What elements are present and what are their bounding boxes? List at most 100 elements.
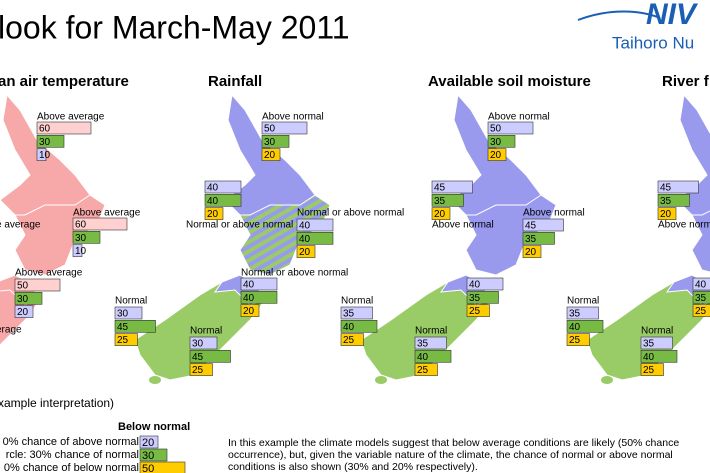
probability-value: 20 <box>525 247 537 258</box>
probability-bar <box>189 336 218 350</box>
probability-value: 40 <box>243 280 255 291</box>
panel: River f Above norma 45 35 20 40 35 25 Normal 35 40… <box>566 73 710 384</box>
probability-bar <box>36 148 47 161</box>
probability-value: 35 <box>695 293 707 304</box>
probability-value: 30 <box>17 294 29 305</box>
probability-value: 35 <box>643 339 655 350</box>
panel-title: an air temperature <box>0 73 129 90</box>
probability-bar <box>466 290 499 304</box>
probability-bar <box>340 306 373 320</box>
example-row-text: 0% chance of below normal <box>4 462 139 473</box>
probability-value: 45 <box>660 183 672 194</box>
region-label: Above normal <box>432 220 494 231</box>
probability-value: 50 <box>490 124 502 135</box>
probability-bar <box>261 135 290 148</box>
panel-title: Rainfall <box>208 73 262 90</box>
probability-bar <box>204 207 224 220</box>
probability-value: 50 <box>264 124 276 135</box>
example-bar <box>139 435 159 449</box>
probability-bar <box>414 349 452 363</box>
probability-value: 25 <box>643 365 655 376</box>
probability-value: 60 <box>75 220 87 231</box>
stewart-island <box>149 376 161 384</box>
probability-bar <box>240 304 260 317</box>
probability-bar <box>240 290 278 304</box>
logo-swoosh <box>577 10 661 21</box>
probability-bar <box>466 277 504 291</box>
probability-bar <box>522 245 542 258</box>
probability-value: 40 <box>207 196 219 207</box>
probability-value: 30 <box>75 233 87 244</box>
probability-value: 10 <box>75 246 87 257</box>
probability-bar <box>36 135 65 148</box>
probability-bar <box>114 306 143 320</box>
panel-title: Available soil moisture <box>428 73 591 90</box>
example-column-title: Below normal <box>118 421 190 433</box>
region-label: Normal <box>190 326 222 337</box>
probability-value: 35 <box>660 196 672 207</box>
probability-bar <box>657 180 699 194</box>
probability-value: 40 <box>469 280 481 291</box>
probability-value: 60 <box>39 124 51 135</box>
probability-value: 20 <box>243 306 255 317</box>
region-label: e average <box>0 220 41 231</box>
region-label: Above normal <box>523 208 585 219</box>
probability-bar <box>36 121 92 135</box>
probability-value: 25 <box>117 335 129 346</box>
probability-bar <box>487 148 507 161</box>
probability-value: 20 <box>660 209 672 220</box>
example-row-text: 0% chance of above normal <box>3 436 139 448</box>
example-note: conditions is also shown (30% and 20% re… <box>228 461 478 473</box>
probability-bar <box>431 207 451 220</box>
probability-bar <box>466 304 490 317</box>
region-label: Normal or above normal <box>297 208 404 219</box>
probability-value: 40 <box>695 280 707 291</box>
probability-bar <box>14 278 61 292</box>
slide-title: look for March-May 2011 <box>0 9 350 45</box>
probability-bar <box>414 336 447 350</box>
probability-bar <box>431 180 473 194</box>
probability-value: 45 <box>117 322 129 333</box>
region-label: Normal <box>115 296 147 307</box>
south-island <box>586 274 710 381</box>
probability-bar <box>189 349 231 363</box>
probability-bar <box>261 148 281 161</box>
probability-value: 40 <box>299 234 311 245</box>
probability-value: 25 <box>417 365 429 376</box>
example-bar <box>139 448 168 462</box>
panel-title: River f <box>662 73 710 90</box>
region-label: Above norma <box>658 220 710 231</box>
stewart-island <box>601 376 613 384</box>
region-label: Normal <box>641 326 673 337</box>
example-value: 50 <box>142 463 154 473</box>
probability-bar <box>261 121 308 135</box>
probability-bar <box>566 319 604 333</box>
probability-bar <box>296 232 334 245</box>
probability-value: 35 <box>417 339 429 350</box>
probability-value: 40 <box>417 352 429 363</box>
probability-bar <box>640 349 678 363</box>
probability-bar <box>522 232 555 245</box>
panel: Available soil moisture Above normal 50 30 2… <box>340 73 591 384</box>
probability-bar <box>114 333 138 346</box>
probability-bar <box>296 218 334 232</box>
probability-value: 40 <box>207 183 219 194</box>
probability-bar <box>114 319 156 333</box>
probability-value: 45 <box>192 352 204 363</box>
probability-value: 25 <box>569 335 581 346</box>
region-label: Above normal <box>262 112 324 123</box>
probability-bar <box>204 180 242 194</box>
probability-value: 30 <box>117 309 129 320</box>
probability-bar <box>692 290 710 304</box>
region-label: Normal <box>341 296 373 307</box>
probability-value: 25 <box>192 365 204 376</box>
probability-bar <box>296 245 316 258</box>
region-label: Normal or above normal <box>241 268 348 279</box>
probability-value: 25 <box>469 306 481 317</box>
region-label: Normal <box>415 326 447 337</box>
probability-value: 30 <box>490 137 502 148</box>
probability-bar <box>189 363 213 376</box>
probability-value: 20 <box>490 150 502 161</box>
